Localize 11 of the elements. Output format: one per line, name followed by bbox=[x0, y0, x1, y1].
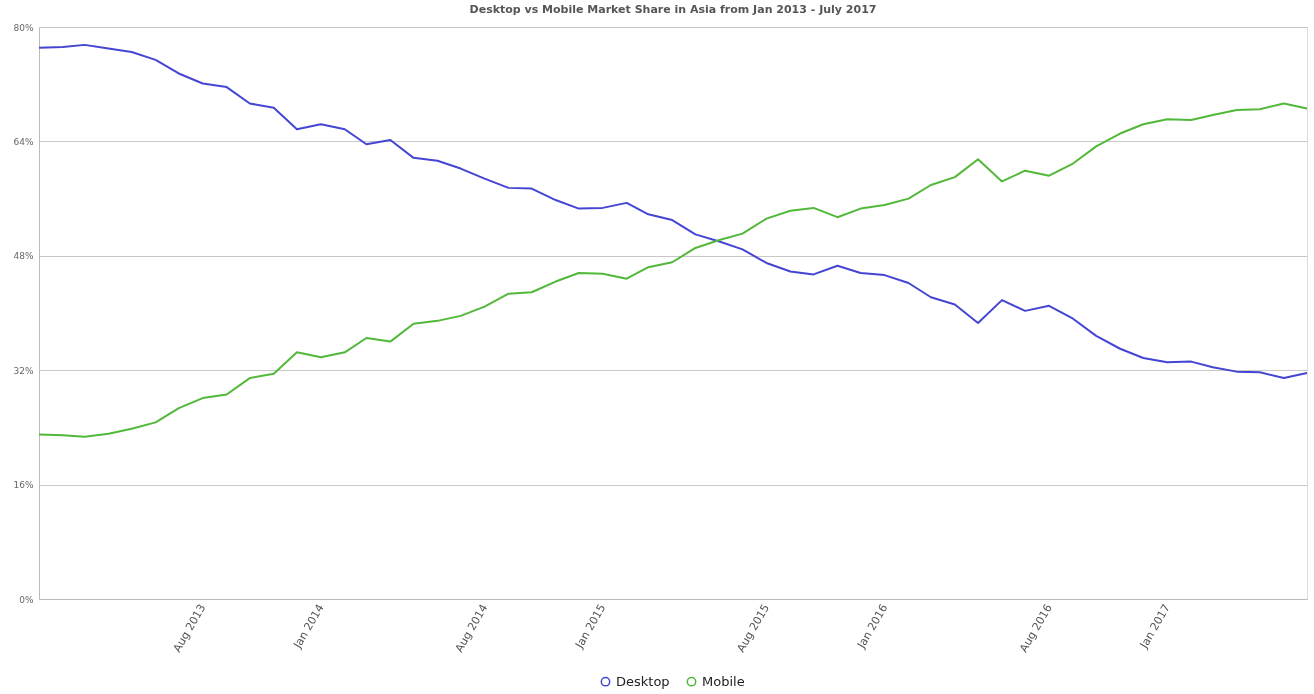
line-series bbox=[38, 43, 1308, 380]
y-tick-label: 64% bbox=[13, 136, 34, 147]
legend-label: Desktop bbox=[616, 673, 670, 689]
y-tick-label: 80% bbox=[13, 22, 34, 33]
chart-title: Desktop vs Mobile Market Share in Asia from Jan 2013 - July 2017 bbox=[469, 3, 877, 16]
y-tick-label: 48% bbox=[13, 251, 34, 262]
legend-label: Mobile bbox=[702, 673, 745, 689]
y-tick-label: 0% bbox=[19, 594, 34, 605]
y-tick-label: 16% bbox=[13, 480, 34, 491]
line-series bbox=[38, 102, 1308, 438]
y-tick-label: 32% bbox=[13, 365, 34, 376]
